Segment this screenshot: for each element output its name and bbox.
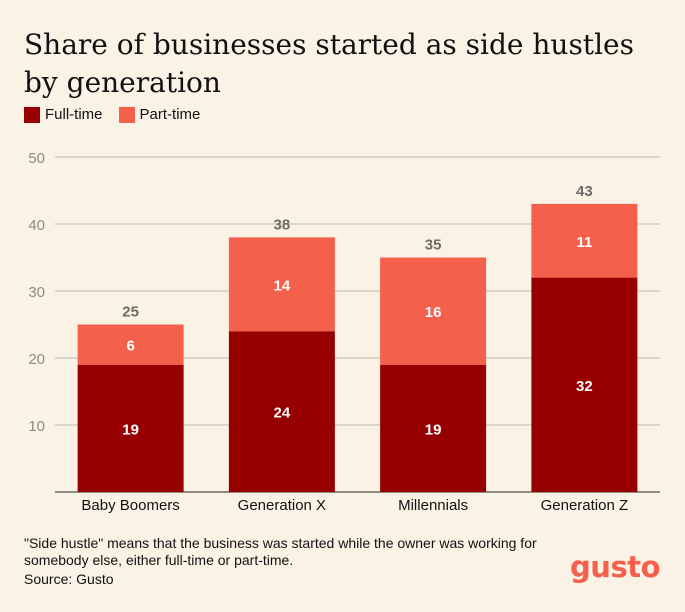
footnote: "Side hustle" means that the business wa… [24,535,537,568]
stacked-bar-chart: 10 20 30 40 50 19 6 25 Baby Boomers 24 14 38 Generat… [28,150,660,514]
legend-swatch-part-time [118,106,135,123]
y-tick-label-30: 30 [28,284,45,301]
bar-full-time-0 [77,364,184,492]
gusto-logo: gusto [570,550,660,584]
data-label-full-time-3: 32 [576,378,593,395]
y-tick-label-40: 40 [28,217,45,234]
total-label-0: 25 [122,304,139,321]
bar-full-time-2 [380,364,487,492]
data-label-part-time-3: 11 [576,234,592,251]
x-tick-label-2: Millennials [398,497,468,514]
legend: Full-time Part-time [24,106,216,123]
data-label-full-time-0: 19 [122,421,139,438]
total-label-3: 43 [576,183,593,200]
legend-item-part-time: Part-time [118,106,201,123]
chart-title: Share of businesses started as side hust… [24,28,634,99]
x-tick-label-3: Generation Z [541,497,629,514]
total-label-1: 38 [274,216,291,233]
data-label-part-time-2: 16 [425,304,442,321]
y-tick-label-20: 20 [28,351,45,368]
bar-part-time-2 [380,257,487,365]
bar-part-time-3 [531,203,638,278]
bar-full-time-1 [228,331,335,492]
bar-part-time-0 [77,324,184,365]
legend-label-full-time: Full-time [45,106,103,123]
y-tick-label-10: 10 [28,418,45,435]
data-label-part-time-1: 14 [274,277,291,294]
y-tick-label-50: 50 [28,150,45,167]
data-label-full-time-1: 24 [274,405,291,422]
x-tick-label-1: Generation X [238,497,326,514]
source-note: Source: Gusto [24,571,114,587]
data-label-part-time-0: 6 [126,338,134,355]
legend-item-full-time: Full-time [24,106,103,123]
total-label-2: 35 [425,237,442,254]
bar-full-time-3 [531,277,638,492]
legend-swatch-full-time [24,106,40,123]
legend-label-part-time: Part-time [139,106,201,123]
bar-part-time-1 [228,237,335,332]
x-tick-label-0: Baby Boomers [81,497,179,514]
data-label-full-time-2: 19 [425,421,442,438]
